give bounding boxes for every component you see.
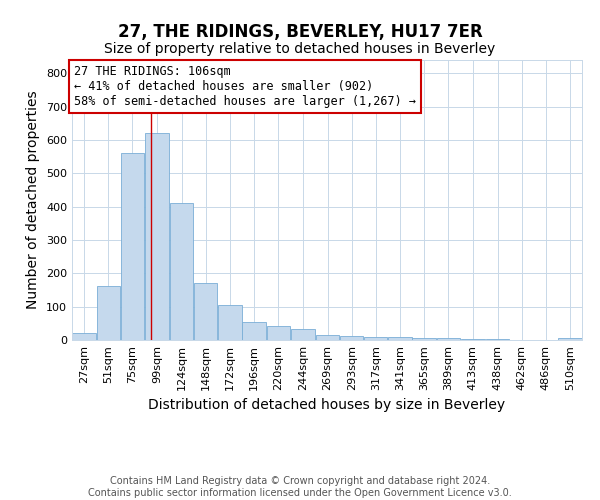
Bar [316,335,339,340]
Bar [145,134,169,340]
Bar [340,336,364,340]
Bar [558,338,581,340]
Bar [121,154,144,340]
Bar [73,334,96,340]
Text: 27, THE RIDINGS, BEVERLEY, HU17 7ER: 27, THE RIDINGS, BEVERLEY, HU17 7ER [118,22,482,40]
Y-axis label: Number of detached properties: Number of detached properties [26,90,40,310]
Bar [437,338,460,340]
Bar [97,286,120,340]
Text: 27 THE RIDINGS: 106sqm
← 41% of detached houses are smaller (902)
58% of semi-de: 27 THE RIDINGS: 106sqm ← 41% of detached… [74,65,416,108]
Bar [388,338,412,340]
Text: Contains HM Land Registry data © Crown copyright and database right 2024.
Contai: Contains HM Land Registry data © Crown c… [88,476,512,498]
Bar [242,322,266,340]
Bar [412,338,436,340]
Bar [170,204,193,340]
Bar [194,284,217,340]
Bar [218,305,242,340]
Bar [461,339,485,340]
Bar [290,329,315,340]
X-axis label: Distribution of detached houses by size in Beverley: Distribution of detached houses by size … [148,398,506,412]
Bar [266,326,290,340]
Text: Size of property relative to detached houses in Beverley: Size of property relative to detached ho… [104,42,496,56]
Bar [364,336,388,340]
